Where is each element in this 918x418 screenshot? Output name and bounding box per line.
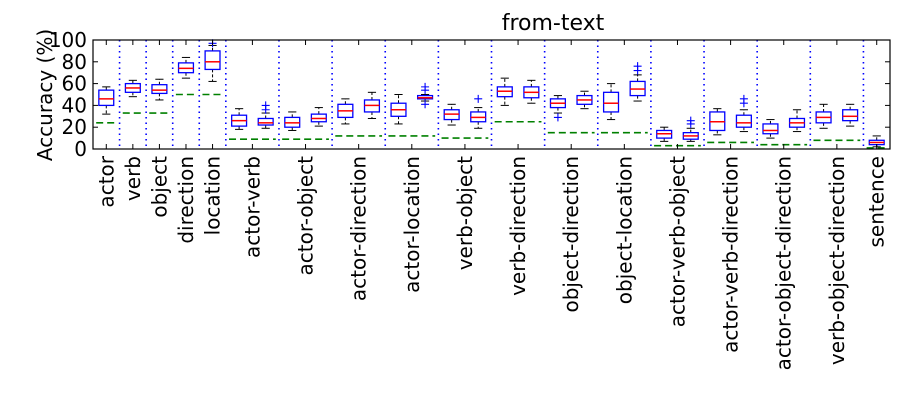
box bbox=[204, 50, 221, 71]
flier-point bbox=[633, 62, 642, 71]
x-tick-label: actor-verb bbox=[240, 156, 264, 258]
box bbox=[98, 89, 115, 107]
x-tick-label: actor-location bbox=[400, 156, 424, 293]
flier-point bbox=[261, 101, 270, 110]
x-tick-label: actor-object bbox=[294, 156, 318, 276]
x-tick-label: actor-verb-object bbox=[665, 156, 689, 327]
y-tick-label: 20 bbox=[62, 115, 87, 139]
box bbox=[735, 114, 752, 128]
flier-point bbox=[739, 94, 748, 103]
x-tick-label: actor-object-direction bbox=[772, 156, 796, 370]
chart-title: from-text bbox=[502, 11, 605, 36]
x-tick-label: actor-verb-direction bbox=[719, 156, 743, 353]
box bbox=[257, 117, 274, 126]
y-tick-label: 40 bbox=[62, 93, 87, 117]
y-tick-label: 60 bbox=[62, 72, 87, 96]
flier-point bbox=[553, 113, 562, 122]
y-axis-label: Accuracy (%) bbox=[33, 29, 57, 161]
flier-point bbox=[421, 100, 430, 109]
y-tick-label: 0 bbox=[74, 137, 87, 161]
plot-frame bbox=[92, 39, 891, 150]
x-tick-label: verb bbox=[121, 156, 145, 201]
x-tick-label: object-location bbox=[612, 156, 636, 304]
y-tick-label: 80 bbox=[62, 50, 87, 74]
box bbox=[842, 109, 859, 122]
y-tick-label: 100 bbox=[49, 28, 87, 52]
flier-point bbox=[686, 116, 695, 125]
box bbox=[151, 84, 168, 95]
flier-point bbox=[474, 94, 483, 103]
x-tick-label: object bbox=[147, 156, 171, 218]
x-tick-label: verb-direction bbox=[506, 156, 530, 296]
x-tick-label: verb-object-direction bbox=[825, 156, 849, 365]
x-tick-label: actor bbox=[94, 155, 118, 207]
x-tick-label: actor-direction bbox=[347, 156, 371, 301]
box bbox=[602, 91, 620, 113]
x-tick-label: direction bbox=[174, 156, 198, 244]
x-tick-label: object-direction bbox=[559, 156, 583, 313]
x-tick-label: verb-object bbox=[453, 156, 477, 270]
flier-point bbox=[421, 82, 430, 91]
box bbox=[762, 123, 779, 135]
x-tick-label: sentence bbox=[865, 156, 889, 248]
x-tick-label: location bbox=[201, 156, 225, 235]
